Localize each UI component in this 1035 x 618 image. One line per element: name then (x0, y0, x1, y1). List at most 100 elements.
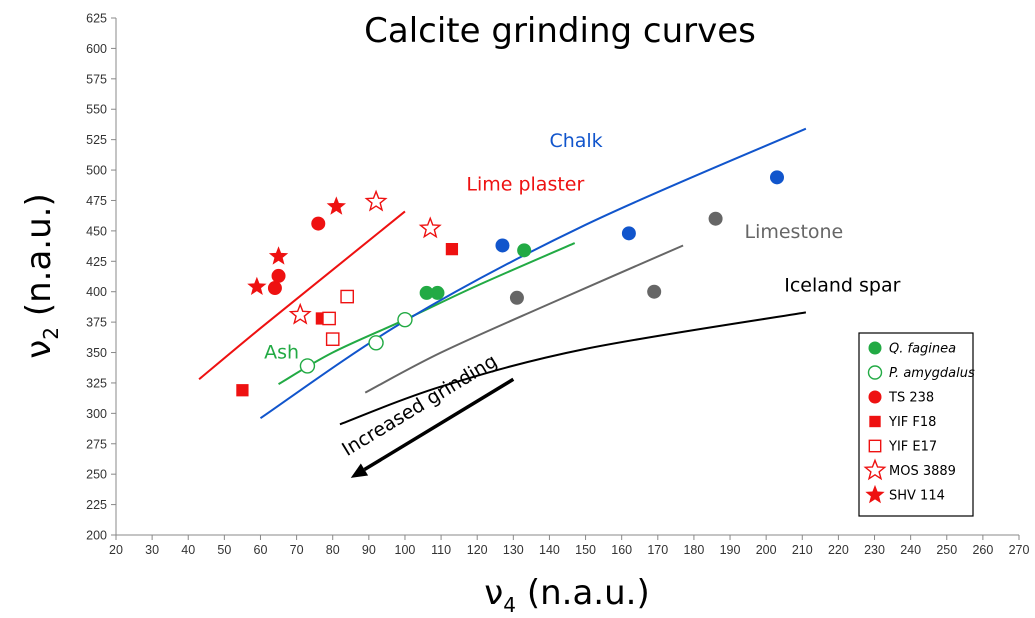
x-tick-label: 260 (972, 543, 993, 557)
point-mos-3889 (418, 216, 442, 239)
x-tick-label: 150 (575, 543, 596, 557)
point-p-amygdalus (368, 335, 384, 351)
axis-label-text: ν4 (n.a.u.) (484, 573, 649, 617)
x-tick-label: 250 (936, 543, 957, 557)
curve-labels: Lime plaster Ash Chalk Limestone Iceland spa… (264, 130, 901, 364)
y-tick-label: 525 (86, 133, 107, 147)
x-tick-label: 230 (864, 543, 885, 557)
legend-marker (863, 458, 887, 481)
point-yif-f18 (445, 243, 459, 256)
legend-marker (865, 484, 885, 504)
curve-lime-plaster (198, 210, 406, 381)
legend: Q. faginea P. amygdalus TS 238 YIF F18 YIF E… (858, 332, 975, 517)
label-iceland-spar: Iceland spar (784, 275, 900, 297)
y-tick-label: 600 (86, 42, 107, 56)
curve-chalk (259, 127, 807, 420)
axes: 20 30 40 50 60 70 80 90 100 110 120 130 140 150 160 170… (86, 12, 1029, 558)
x-tick-label: 140 (539, 543, 560, 557)
x-tick-label: 160 (611, 543, 632, 557)
point-mos-3889 (364, 189, 388, 212)
point-ts-238 (311, 216, 326, 231)
point-p-amygdalus (299, 358, 316, 374)
point-shv-114 (268, 246, 289, 265)
y-tick-label: 275 (86, 437, 107, 451)
x-tick-label: 210 (792, 543, 813, 557)
y-tick-label: 450 (86, 224, 107, 238)
limestone-point (509, 290, 524, 305)
x-tick-label: 40 (181, 543, 195, 557)
chalk-point (769, 170, 784, 185)
point-p-amygdalus (397, 311, 413, 328)
point-q-faginea (430, 285, 445, 300)
y-tick-label: 350 (86, 346, 107, 360)
y-tick-label: 225 (86, 498, 107, 512)
chalk-point (495, 238, 510, 253)
y-tick-label: 200 (86, 529, 107, 543)
point-yif-e17 (325, 332, 340, 346)
limestone-point (647, 284, 662, 299)
y-tick-label: 500 (86, 164, 107, 178)
x-tick-label: 20 (109, 543, 123, 557)
point-yif-f18 (236, 384, 249, 397)
point-shv-114 (326, 196, 346, 215)
x-tick-label: 50 (217, 543, 231, 557)
point-ts-238 (271, 268, 286, 283)
chart-title: Calcite grinding curves (364, 11, 756, 51)
x-tick-label: 180 (683, 543, 704, 557)
arrow-shaft (363, 377, 515, 472)
fit-curves (198, 127, 807, 426)
legend-entry-label: P. amygdalus (889, 366, 975, 381)
point-yif-e17 (340, 289, 354, 304)
x-tick-label: 90 (362, 543, 376, 557)
chalk-point (621, 226, 636, 241)
x-tick-label: 120 (467, 543, 488, 557)
x-tick-label: 70 (290, 543, 304, 557)
point-ts-238 (267, 281, 282, 296)
x-tick-label: 190 (720, 543, 741, 557)
y-tick-label: 475 (86, 194, 107, 208)
point-mos-3889 (288, 302, 312, 325)
x-tick-label: 270 (1009, 543, 1030, 557)
x-tick-label: 100 (395, 543, 416, 557)
label-chalk: Chalk (549, 130, 602, 152)
x-axis-label: ν4 (n.a.u.) (484, 573, 649, 617)
legend-marker (868, 341, 882, 355)
y-tick-label: 425 (86, 255, 107, 269)
y-tick-label: 300 (86, 407, 107, 421)
x-tick-label: 110 (431, 543, 451, 557)
x-tick-label: 240 (900, 543, 921, 557)
legend-marker (867, 365, 883, 380)
y-tick-label: 250 (86, 468, 107, 482)
y-tick-label: 550 (86, 103, 107, 117)
curve-limestone (364, 244, 684, 394)
y-tick-label: 325 (86, 376, 107, 390)
x-tick-label: 30 (145, 543, 159, 557)
y-tick-label: 575 (86, 72, 107, 86)
y-axis-label: ν2 (n.a.u.) (19, 193, 63, 358)
annotation-text: Increased grinding (338, 350, 501, 461)
limestone-point (708, 211, 723, 226)
point-q-faginea (419, 285, 434, 300)
legend-marker (868, 390, 882, 404)
x-tick-label: 130 (503, 543, 524, 557)
x-tick-label: 220 (828, 543, 849, 557)
y-tick-label: 625 (86, 12, 107, 26)
point-yif-e17 (322, 311, 336, 326)
y-tick-label: 375 (86, 316, 107, 330)
axis-label-text: ν2 (n.a.u.) (19, 193, 63, 358)
data-points (236, 170, 784, 397)
point-shv-114 (247, 276, 267, 296)
legend-entry-label: YIF E17 (888, 440, 937, 455)
label-limestone: Limestone (744, 221, 843, 243)
x-tick-label: 200 (756, 543, 777, 557)
label-ash: Ash (264, 342, 299, 364)
legend-entry-label: TS 238 (888, 391, 934, 406)
legend-entry-label: MOS 3889 (889, 464, 956, 479)
legend-entry-label: YIF F18 (888, 415, 936, 430)
curve-iceland-spar (339, 311, 807, 426)
y-tick-label: 400 (86, 285, 107, 299)
x-tick-label: 80 (326, 543, 340, 557)
legend-entry-label: SHV 114 (889, 489, 945, 504)
legend-entry-label: Q. faginea (889, 342, 956, 357)
